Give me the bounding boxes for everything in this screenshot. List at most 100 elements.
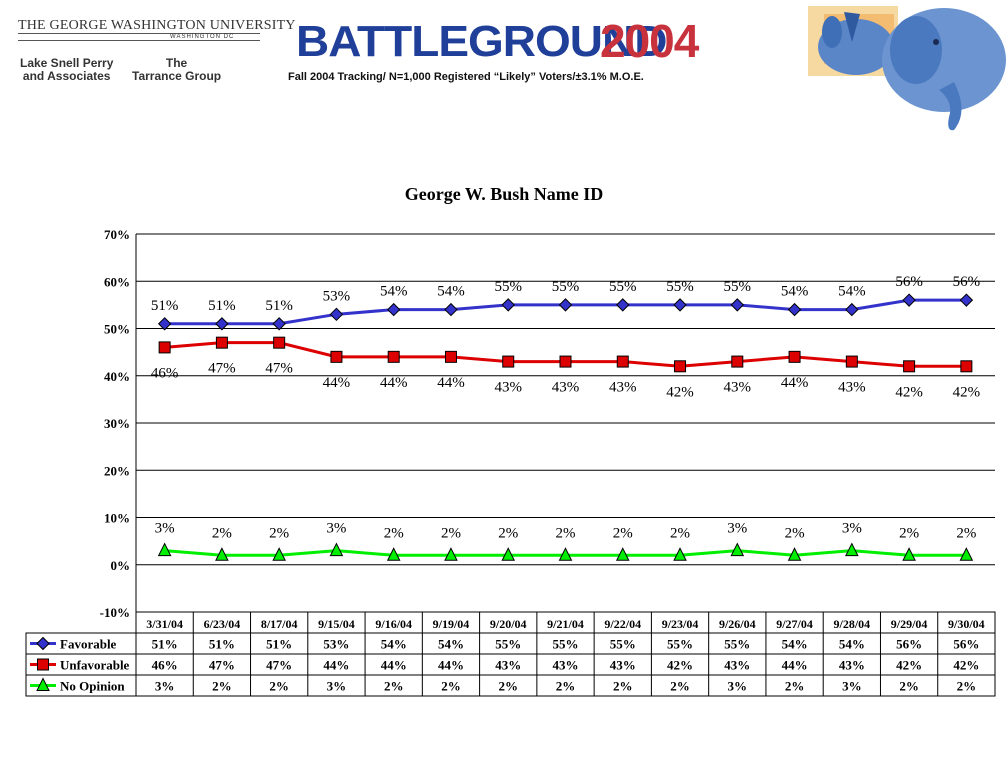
data-label: 47% [265, 361, 293, 377]
data-point [959, 293, 974, 307]
table-cell: 42% [953, 658, 979, 673]
firm1-line1: Lake Snell Perry [20, 56, 114, 70]
table-cell: 54% [381, 637, 407, 652]
data-point [615, 547, 630, 561]
table-cell: 3% [155, 679, 175, 694]
table-cell: 2% [556, 679, 576, 694]
table-cell: 2% [269, 679, 289, 694]
table-cell: 2% [212, 679, 232, 694]
data-label: 2% [498, 525, 518, 541]
table-cell: 42% [667, 658, 693, 673]
data-point [502, 355, 515, 368]
table-cell: 56% [953, 637, 979, 652]
data-label: 47% [208, 361, 236, 377]
data-point [558, 298, 573, 312]
legend-marker [36, 636, 50, 651]
legend-label: No Opinion [60, 679, 125, 694]
data-point [329, 307, 344, 322]
data-point [731, 355, 744, 368]
table-cell: 55% [667, 637, 693, 652]
table-cell: 55% [724, 637, 750, 652]
x-category-label: 8/17/04 [261, 617, 298, 631]
table-cell: 47% [209, 658, 235, 673]
x-category-label: 9/19/04 [433, 617, 470, 631]
table-cell: 43% [724, 658, 750, 673]
table-cell: 44% [381, 658, 407, 673]
table-cell: 55% [495, 637, 521, 652]
data-label: 42% [666, 384, 694, 400]
y-tick-label: 60% [104, 274, 130, 289]
data-point [501, 298, 515, 312]
data-label: 44% [781, 375, 809, 391]
data-label: 55% [494, 279, 522, 295]
x-category-label: 9/22/04 [604, 617, 641, 631]
table-cell: 46% [152, 658, 178, 673]
university-rule-lower [18, 40, 260, 41]
table-cell: 44% [323, 658, 349, 673]
data-point [215, 336, 228, 349]
x-category-label: 9/30/04 [948, 617, 985, 631]
data-label: 3% [326, 521, 346, 537]
data-label: 44% [437, 375, 465, 391]
table-cell: 51% [266, 637, 292, 652]
table-cell: 54% [782, 637, 808, 652]
data-point [960, 360, 973, 373]
y-tick-label: 10% [104, 511, 130, 526]
data-point [788, 350, 801, 363]
x-category-label: 3/31/04 [146, 617, 183, 631]
table-cell: 55% [610, 637, 636, 652]
donkey-elephant-icon [804, 2, 1008, 132]
y-tick-label: 0% [111, 558, 131, 573]
university-location: WASHINGTON DC [170, 34, 235, 40]
x-category-label: 9/16/04 [375, 617, 412, 631]
data-point [273, 336, 286, 349]
data-point [444, 547, 458, 561]
data-label: 2% [785, 525, 805, 541]
table-cell: 55% [553, 637, 579, 652]
data-label: 54% [380, 284, 408, 300]
table-cell: 54% [438, 637, 464, 652]
data-label: 2% [899, 525, 919, 541]
data-point [329, 542, 344, 557]
table-cell: 2% [441, 679, 461, 694]
data-label: 43% [838, 380, 866, 396]
data-label: 2% [269, 525, 289, 541]
survey-subtitle: Fall 2004 Tracking/ N=1,000 Registered “… [288, 71, 644, 83]
x-category-label: 9/15/04 [318, 617, 355, 631]
data-point [501, 547, 516, 561]
data-label: 44% [380, 375, 408, 391]
data-label: 2% [956, 525, 976, 541]
firm2-line2: Tarrance Group [132, 69, 222, 83]
table-cell: 2% [384, 679, 404, 694]
data-label: 2% [613, 525, 633, 541]
table-cell: 53% [323, 637, 349, 652]
data-point [959, 547, 974, 561]
data-point [157, 542, 172, 557]
data-point [559, 355, 572, 368]
data-label: 55% [666, 279, 694, 295]
data-point [787, 302, 802, 317]
university-name: THE GEORGE WASHINGTON UNIVERSITY [18, 18, 296, 33]
university-rule [18, 33, 260, 34]
y-tick-label: 40% [104, 369, 130, 384]
table-cell: 43% [610, 658, 636, 673]
x-category-label: 9/28/04 [833, 617, 870, 631]
data-label: 54% [437, 284, 465, 300]
data-label: 44% [323, 375, 351, 391]
data-label: 2% [556, 525, 576, 541]
data-point [386, 302, 401, 317]
data-point [215, 547, 229, 561]
x-category-label: 9/27/04 [776, 617, 813, 631]
table-cell: 2% [498, 679, 518, 694]
data-label: 55% [552, 279, 580, 295]
x-category-label: 9/29/04 [891, 617, 928, 631]
firm-lake-snell-perry: Lake Snell Perry and Associates [20, 57, 113, 83]
table-cell: 2% [785, 679, 805, 694]
data-label: 43% [609, 380, 637, 396]
data-point [616, 298, 630, 312]
table-cell: 51% [209, 637, 235, 652]
table-cell: 2% [957, 679, 977, 694]
data-label: 2% [212, 525, 232, 541]
table-cell: 47% [266, 658, 292, 673]
x-category-label: 9/21/04 [547, 617, 584, 631]
